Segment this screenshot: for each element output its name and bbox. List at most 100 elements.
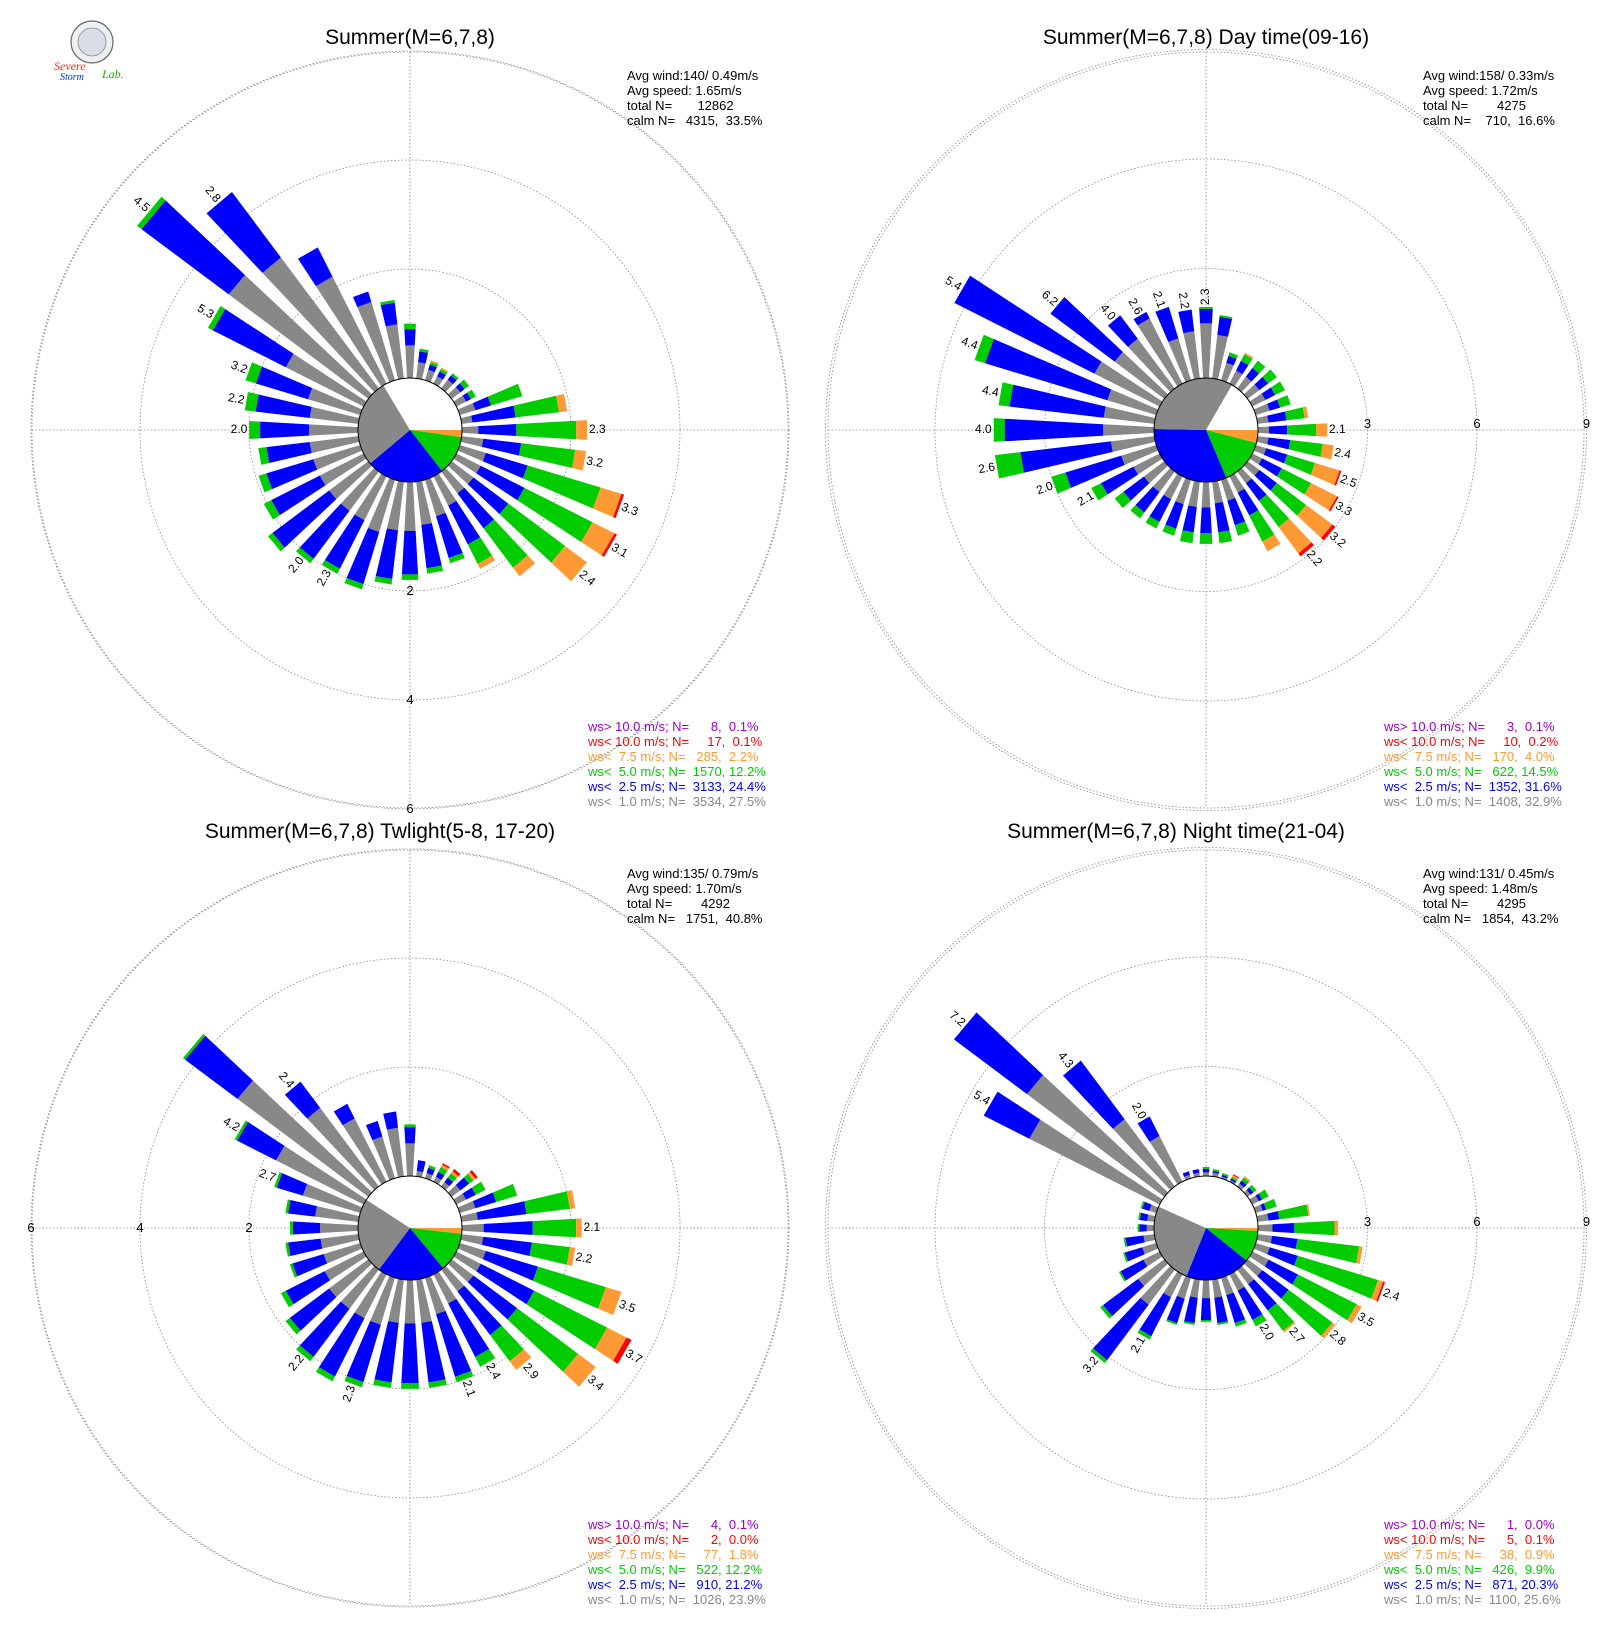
panel-title: Summer(M=6,7,8) (325, 26, 495, 49)
bar-segment (1283, 454, 1316, 475)
bar-segment (482, 1250, 539, 1281)
bar-segment (1142, 1201, 1152, 1211)
bar-segment (1200, 1320, 1212, 1322)
pie-slice-blue (370, 430, 443, 482)
bar-segment (1240, 354, 1253, 366)
bar-segment (1278, 518, 1312, 554)
bar-segment (185, 1035, 253, 1099)
pie-slice-blue (1154, 429, 1227, 482)
bar-segment (507, 1308, 579, 1372)
stats-line: calm N= 4315, 33.5% (627, 113, 763, 128)
bar-segment (457, 403, 476, 415)
bar-segment (354, 1271, 387, 1319)
stats-line: Avg speed: 1.48m/s (1423, 881, 1538, 896)
stats-line: Avg speed: 1.65m/s (627, 83, 742, 98)
bar-segment (478, 424, 517, 436)
pie-slice-orange (410, 1228, 463, 1234)
bar-segment (1253, 445, 1267, 455)
bar-label: 3.5 (1355, 1309, 1377, 1330)
windrose-panel-4: 3 6 92.43.52.82.72.02.13.25.47.24.32.0Summ… (825, 820, 1590, 1609)
bar-segment (1107, 315, 1138, 347)
bar-segment (517, 487, 593, 543)
bar-segment (1114, 491, 1131, 509)
pie-slice-calm (383, 378, 462, 430)
bar-segment (1294, 1220, 1335, 1236)
bar-segment (471, 405, 516, 423)
bar-segment (1252, 1314, 1267, 1327)
bar-segment (433, 473, 457, 506)
bar-segment (512, 555, 536, 577)
bar-label: 2.5 (1338, 472, 1359, 491)
bar-segment (1146, 1224, 1155, 1232)
bar-segment (1103, 406, 1156, 424)
bar-segment (370, 1275, 395, 1325)
bar-segment (1249, 510, 1275, 542)
bar-segment (1065, 455, 1125, 488)
bar-segment (1214, 1296, 1228, 1324)
bar-segment (490, 1325, 524, 1362)
stats-line: total N= 12862 (627, 98, 734, 113)
bar-segment (1294, 1255, 1379, 1299)
bar-segment (1163, 1271, 1183, 1298)
bar-segment (353, 291, 372, 308)
bar-segment (1302, 406, 1309, 419)
bar-segment (1221, 1174, 1228, 1179)
bar-segment (440, 367, 449, 373)
panel-title: Summer(M=6,7,8) Twlight(5-8, 17-20) (205, 820, 555, 843)
bar-segment (346, 1320, 381, 1383)
bar-segment (405, 1143, 415, 1177)
bar-label: 2.0 (1034, 478, 1055, 497)
bar-segment (1267, 1247, 1298, 1266)
stats-line: calm N= 710, 16.6% (1423, 113, 1555, 128)
bar-segment (1257, 426, 1269, 434)
bar-segment (439, 368, 448, 376)
bar-segment (1123, 476, 1150, 501)
bar-segment (290, 1221, 293, 1235)
bar-segment (1253, 1204, 1263, 1213)
bar-segment (404, 1124, 416, 1128)
bar-label: 2.2 (227, 390, 246, 407)
bar-segment (1199, 307, 1213, 309)
legend-entry-red: ws< 10.0 m/s; N= 10, 0.2% (1383, 734, 1559, 749)
bar-label: 3.3 (620, 500, 641, 519)
bar-segment (276, 1145, 367, 1205)
bar-segment (1229, 1271, 1245, 1291)
bar-segment (255, 366, 313, 400)
bar-segment (455, 383, 465, 393)
bar-segment (1155, 306, 1179, 342)
bar-segment (518, 443, 576, 469)
bar-segment (346, 527, 380, 585)
bar-segment (1217, 1321, 1229, 1325)
bar-segment (1237, 1265, 1255, 1285)
bar-label: 2.1 (1329, 422, 1346, 436)
bar-segment (1175, 477, 1191, 505)
pie-slice-green (410, 1228, 462, 1269)
bar-segment (613, 1337, 632, 1364)
stats-line: total N= 4275 (1423, 98, 1526, 113)
bar-segment (228, 275, 373, 399)
bar-segment (292, 1254, 328, 1277)
bar-segment (308, 388, 363, 415)
bar-segment (1176, 1275, 1191, 1299)
bar-segment (1226, 1292, 1246, 1324)
bar-segment (296, 547, 314, 564)
bar-label: 2.2 (1176, 291, 1193, 310)
bar-segment (404, 323, 416, 330)
bar-segment (475, 1349, 496, 1367)
bar-segment (457, 1243, 486, 1260)
bar-segment (1270, 381, 1285, 396)
bar-segment (299, 1301, 350, 1357)
bar-segment (1162, 524, 1177, 536)
legend-entry-purple: ws> 10.0 m/s; N= 4, 0.1% (587, 1517, 759, 1532)
bar-segment (1277, 395, 1291, 408)
stats-line: Avg speed: 1.72m/s (1423, 83, 1538, 98)
bar-segment (212, 309, 294, 368)
bar-label: 3.7 (623, 1346, 645, 1367)
bar-segment (983, 1091, 1041, 1139)
bar-segment (404, 1127, 416, 1144)
bar-segment (1166, 1295, 1185, 1324)
bar-segment (1121, 445, 1159, 465)
bar-segment (373, 1379, 392, 1388)
bar-segment (1267, 1303, 1295, 1332)
bar-segment (1212, 334, 1228, 380)
